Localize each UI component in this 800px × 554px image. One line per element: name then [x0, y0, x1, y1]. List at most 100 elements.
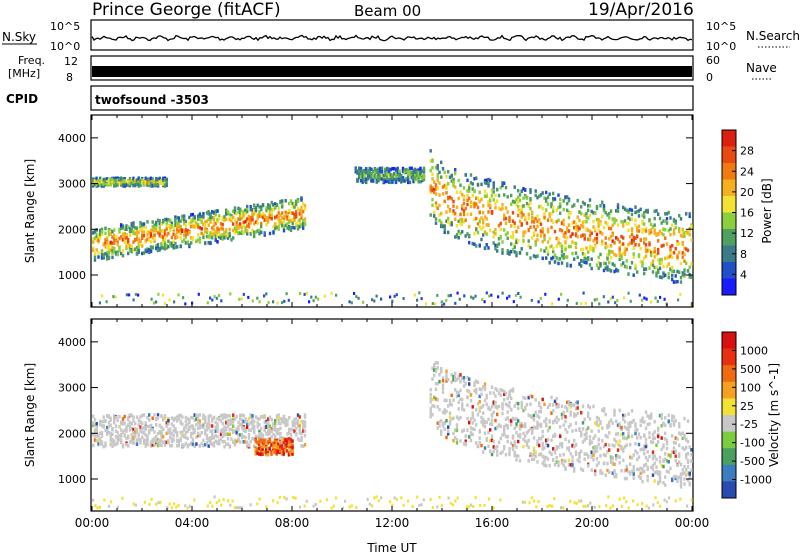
heatmap-cell	[433, 180, 436, 184]
heatmap-cell	[277, 445, 280, 449]
heatmap-cell	[625, 443, 628, 447]
heatmap-cell	[279, 219, 282, 223]
heatmap-cell	[609, 235, 613, 239]
heatmap-cell	[629, 462, 632, 466]
heatmap-cell	[267, 426, 270, 430]
heatmap-cell	[669, 249, 672, 253]
heatmap-cell	[421, 169, 424, 174]
heatmap-cell	[277, 421, 280, 426]
heatmap-cell	[149, 423, 153, 428]
heatmap-cell	[284, 448, 287, 453]
heatmap-cell	[532, 224, 536, 229]
heatmap-cell	[618, 250, 621, 254]
heatmap-cell	[457, 236, 460, 240]
heatmap-cell	[522, 213, 525, 217]
heatmap-cell	[197, 431, 200, 435]
heatmap-cell	[148, 503, 151, 506]
heatmap-cell	[438, 373, 441, 377]
heatmap-cell	[590, 450, 593, 454]
heatmap-cell	[143, 500, 146, 504]
heatmap-cell	[595, 422, 599, 427]
heatmap-cell	[469, 204, 473, 209]
heatmap-cell	[475, 408, 478, 412]
heatmap-cell	[174, 428, 177, 433]
heatmap-cell	[207, 241, 210, 245]
heatmap-cell	[272, 231, 275, 235]
heatmap-cell	[679, 217, 683, 221]
heatmap-cell	[226, 437, 230, 441]
heatmap-cell	[431, 412, 434, 417]
heatmap-cell	[456, 291, 459, 295]
heatmap-cell	[559, 197, 562, 202]
heatmap-cell	[113, 236, 116, 240]
heatmap-cell	[146, 180, 149, 184]
heatmap-cell	[288, 224, 291, 229]
heatmap-cell	[190, 415, 193, 420]
heatmap-cell	[209, 231, 212, 235]
heatmap-cell	[141, 435, 144, 440]
heatmap-cell	[510, 242, 513, 246]
heatmap-cell	[653, 461, 656, 466]
heatmap-cell	[246, 217, 249, 221]
heatmap-cell	[93, 429, 97, 434]
heatmap-cell	[690, 453, 693, 457]
heatmap-cell	[476, 444, 480, 448]
heatmap-cell	[204, 241, 207, 245]
heatmap-cell	[233, 417, 237, 421]
heatmap-cell	[653, 209, 656, 214]
heatmap-cell	[538, 220, 541, 224]
heatmap-cell	[228, 234, 231, 238]
heatmap-cell	[482, 421, 485, 425]
heatmap-cell	[251, 218, 254, 222]
heatmap-cell	[466, 403, 469, 407]
heatmap-cell	[664, 431, 667, 436]
heatmap-cell	[613, 437, 616, 442]
heatmap-cell	[141, 421, 144, 426]
heatmap-cell	[104, 252, 107, 256]
heatmap-cell	[431, 158, 434, 162]
heatmap-cell	[653, 246, 656, 251]
heatmap-cell	[179, 421, 182, 425]
heatmap-cell	[260, 230, 263, 234]
heatmap-cell	[93, 179, 97, 183]
heatmap-cell	[492, 234, 495, 239]
heatmap-cell	[508, 252, 511, 256]
heatmap-cell	[522, 424, 525, 428]
heatmap-cell	[657, 440, 660, 444]
heatmap-cell	[93, 177, 97, 181]
heatmap-cell	[263, 415, 266, 419]
heatmap-cell	[94, 504, 97, 508]
heatmap-cell	[130, 426, 133, 431]
heatmap-cell	[445, 210, 448, 214]
heatmap-cell	[282, 414, 286, 419]
heatmap-cell	[517, 195, 520, 200]
heatmap-cell	[582, 504, 585, 508]
heatmap-cell	[211, 210, 214, 214]
heatmap-cell	[101, 294, 104, 298]
heatmap-cell	[260, 207, 263, 212]
heatmap-cell	[559, 204, 562, 209]
heatmap-cell	[634, 236, 637, 240]
heatmap-cell	[190, 441, 193, 445]
heatmap-cell	[153, 223, 156, 227]
heatmap-cell	[146, 442, 149, 447]
heatmap-cell	[658, 480, 662, 484]
heatmap-cell	[571, 459, 574, 463]
cpid-panel-frame	[90, 85, 694, 111]
heatmap-cell	[366, 176, 370, 180]
heatmap-cell	[469, 438, 473, 443]
heatmap-cell	[606, 450, 609, 454]
heatmap-cell	[148, 424, 151, 429]
heatmap-cell	[571, 221, 574, 225]
heatmap-cell	[282, 228, 286, 233]
heatmap-cell	[106, 428, 109, 433]
heatmap-cell	[510, 441, 513, 445]
heatmap-cell	[515, 417, 518, 421]
heatmap-cell	[480, 237, 483, 242]
heatmap-cell	[284, 445, 287, 450]
heatmap-cell	[254, 220, 258, 224]
heatmap-cell	[246, 419, 249, 424]
heatmap-cell	[630, 241, 634, 245]
heatmap-cell	[580, 431, 583, 435]
nave-tick-high: 60	[706, 54, 720, 67]
